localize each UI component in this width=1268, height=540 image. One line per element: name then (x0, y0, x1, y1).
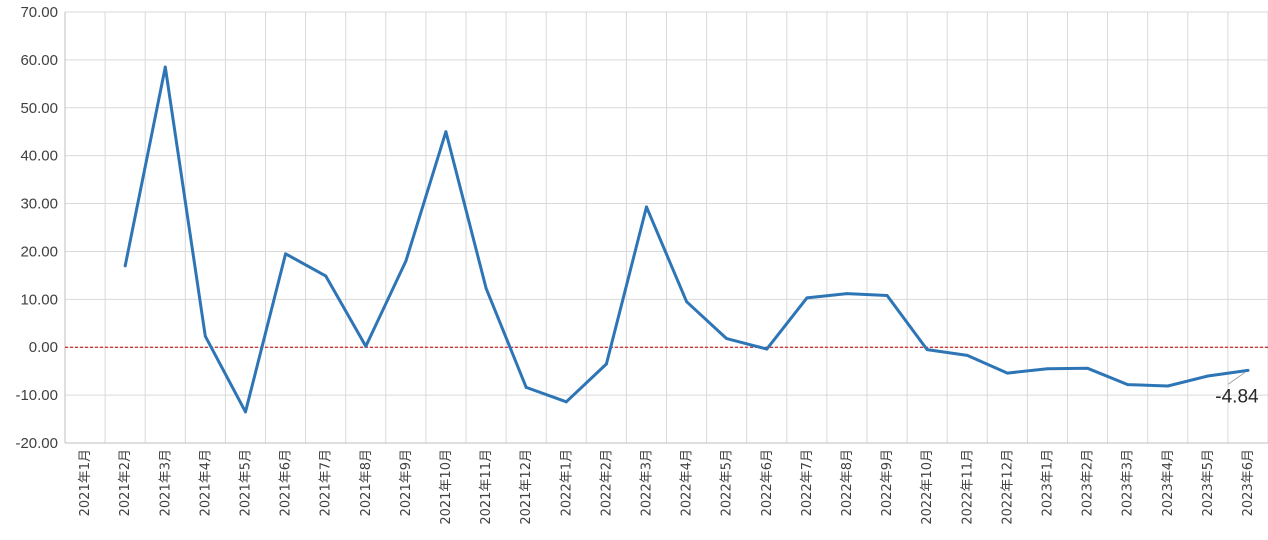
data-point (444, 130, 448, 134)
gridlines (64, 11, 1268, 444)
y-tick-label: 30.00 (20, 196, 58, 213)
x-tick-label: 2023年4月 (1161, 449, 1176, 516)
x-tick-label: 2022年4月 (680, 449, 695, 516)
x-tick-label: 2022年6月 (760, 449, 775, 516)
x-tick-label: 2021年5月 (238, 449, 253, 516)
x-tick-label: 2022年5月 (720, 449, 735, 516)
data-point (1166, 384, 1170, 388)
data-point (244, 410, 247, 414)
x-tick-label: 2022年7月 (800, 449, 815, 516)
x-tick-label: 2021年11月 (479, 449, 494, 525)
x-tick-label: 2022年2月 (599, 449, 614, 516)
x-tick-label: 2022年12月 (1000, 449, 1015, 525)
x-tick-label: 2021年8月 (359, 449, 374, 516)
x-tick-label: 2021年2月 (118, 449, 133, 516)
data-point (885, 294, 889, 297)
x-axis-tick-labels: 2021年1月 2021年2月 2021年3月 2021年4月 2021年5月 2021年… (78, 449, 1256, 525)
y-tick-label: 60.00 (20, 52, 58, 69)
series-group (123, 65, 1250, 414)
y-tick-label: 40.00 (20, 148, 58, 165)
x-tick-label: 2021年6月 (279, 449, 294, 516)
x-tick-label: 2023年1月 (1040, 449, 1055, 516)
y-tick-label: 70.00 (20, 4, 58, 21)
data-point (685, 300, 688, 304)
data-point (123, 264, 127, 268)
x-tick-label: 2021年10月 (439, 449, 454, 525)
data-point (765, 347, 769, 351)
y-tick-label: 10.00 (20, 291, 58, 308)
data-point (925, 348, 929, 352)
data-point (404, 259, 408, 263)
x-tick-label: 2023年3月 (1121, 449, 1136, 516)
data-point (1126, 383, 1130, 386)
axes (64, 12, 1268, 444)
data-point (484, 286, 488, 290)
y-tick-label: 0.00 (29, 339, 58, 356)
data-label-leader (1227, 371, 1246, 385)
x-tick-label: 2023年2月 (1081, 449, 1096, 516)
data-point (1246, 369, 1250, 372)
x-tick-label: 2023年6月 (1241, 449, 1256, 516)
data-point (845, 292, 849, 295)
x-tick-label: 2021年7月 (319, 449, 334, 516)
data-point (284, 252, 287, 256)
series-line (123, 65, 1250, 414)
data-point (604, 362, 608, 366)
data-point (524, 386, 528, 389)
data-label: -4.84 (1215, 386, 1259, 407)
x-tick-label: 2022年3月 (639, 449, 654, 516)
x-tick-label: 2021年4月 (198, 449, 213, 516)
y-axis-tick-labels: 70.00 60.00 50.00 40.00 30.00 20.00 10.00 0.00 -… (15, 4, 58, 452)
data-point (364, 344, 368, 348)
data-point (1086, 366, 1089, 370)
data-point (645, 205, 648, 209)
data-labels: -4.84 (1215, 371, 1259, 407)
x-tick-label: 2021年1月 (78, 449, 93, 516)
x-tick-label: 2022年10月 (920, 449, 935, 525)
y-tick-label: 20.00 (20, 243, 58, 260)
data-point (163, 65, 167, 69)
y-tick-label: -10.00 (15, 387, 58, 404)
data-point (725, 337, 729, 341)
x-tick-label: 2023年5月 (1201, 449, 1216, 516)
data-point (324, 274, 328, 278)
y-tick-label: 50.00 (20, 100, 58, 117)
data-point (1046, 367, 1049, 371)
x-tick-label: 2022年9月 (880, 449, 895, 516)
x-tick-label: 2021年3月 (158, 449, 173, 516)
data-point (1005, 371, 1009, 375)
data-point (965, 353, 969, 357)
x-tick-label: 2021年9月 (399, 449, 414, 516)
data-point (1206, 374, 1210, 378)
x-tick-label: 2022年1月 (559, 449, 574, 516)
y-tick-label: -20.00 (15, 435, 58, 452)
x-tick-label: 2022年11月 (960, 449, 975, 525)
data-point (564, 400, 568, 404)
x-tick-label: 2021年12月 (519, 449, 534, 525)
x-tick-label: 2022年8月 (840, 449, 855, 516)
data-point (805, 296, 809, 300)
data-point (203, 334, 207, 338)
